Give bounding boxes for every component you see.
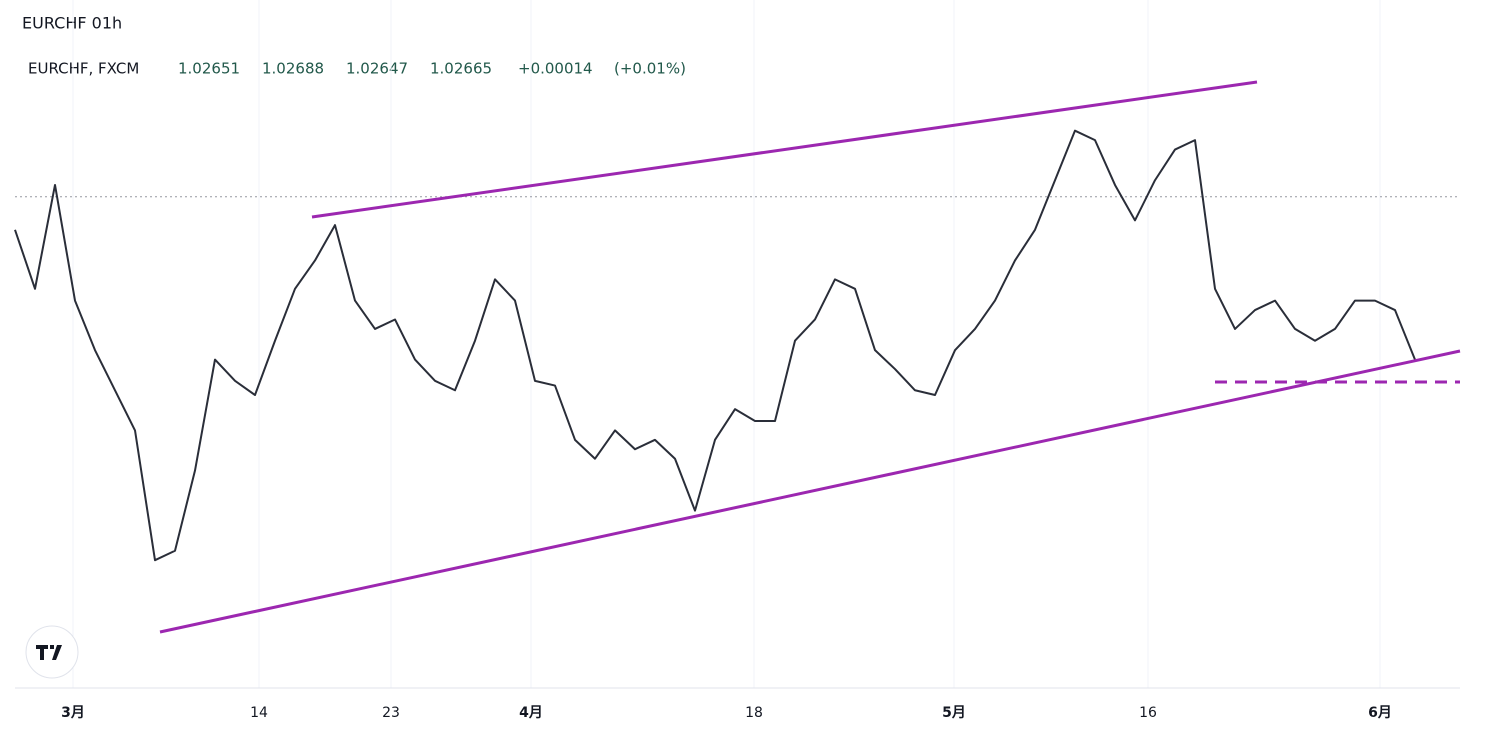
change-pct: (+0.01%) — [614, 60, 686, 78]
open: 1.02651 — [178, 60, 240, 78]
legend-row: EURCHF, FXCM 1.02651 1.02688 1.02647 1.0… — [28, 60, 686, 78]
grid — [15, 0, 1460, 688]
plot — [14, 129, 1416, 562]
x-tick-label: 3月 — [61, 705, 85, 721]
symbol: EURCHF, FXCM — [28, 60, 139, 78]
x-tick-label: 14 — [250, 705, 268, 721]
chart-title: EURCHF 01h — [22, 14, 122, 33]
close: 1.02665 — [430, 60, 492, 78]
low: 1.02647 — [346, 60, 408, 78]
high: 1.02688 — [262, 60, 324, 78]
x-tick-label: 16 — [1139, 705, 1157, 721]
logo — [25, 625, 79, 679]
x-tick-label: 18 — [745, 705, 763, 721]
upper-trendline — [311, 80, 1258, 219]
x-tick-label: 6月 — [1368, 705, 1392, 721]
price-line-series — [14, 129, 1416, 562]
lower-trendline — [159, 349, 1461, 634]
change: +0.00014 — [518, 60, 593, 78]
x-tick-label: 5月 — [942, 705, 966, 721]
x-tick-label: 4月 — [519, 705, 543, 721]
x-tick-label: 23 — [382, 705, 400, 721]
